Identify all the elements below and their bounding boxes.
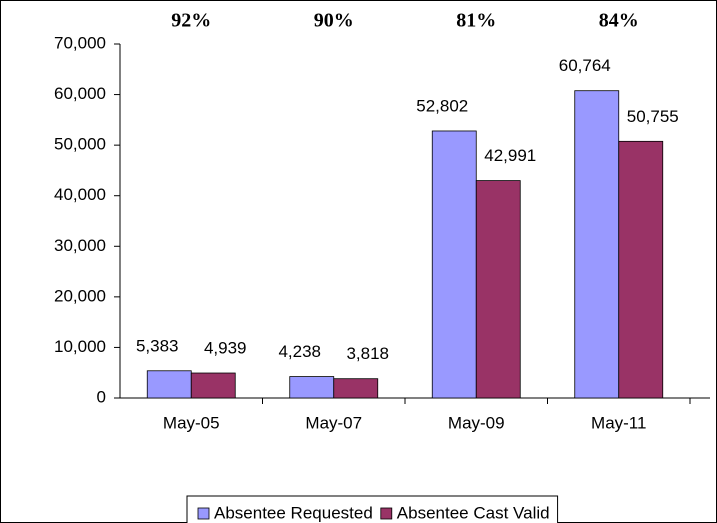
legend-label: Absentee Requested (214, 503, 373, 522)
data-label: 4,939 (204, 339, 247, 358)
x-tick-label: May-09 (448, 413, 505, 432)
bar (574, 90, 620, 399)
data-label: 52,802 (416, 96, 468, 115)
bar (146, 370, 192, 399)
data-label: 3,818 (346, 344, 389, 363)
bar (618, 140, 664, 399)
legend-box (186, 495, 559, 523)
data-label: 50,755 (627, 107, 679, 126)
bar (333, 378, 379, 399)
data-label: 5,383 (136, 336, 179, 355)
data-label: 42,991 (484, 146, 536, 165)
y-tick-label: 10,000 (54, 337, 106, 356)
annotation: 84% (599, 10, 639, 32)
bar (190, 372, 236, 399)
data-label: 60,764 (559, 56, 611, 75)
legend-label: Absentee Cast Valid (397, 503, 550, 522)
y-tick-label: 60,000 (54, 84, 106, 103)
x-tick-label: May-11 (591, 413, 646, 432)
annotation: 90% (314, 10, 354, 32)
annotation: 92% (171, 10, 211, 32)
y-tick-label: 40,000 (54, 185, 106, 204)
bar (431, 130, 477, 399)
y-tick-label: 20,000 (54, 286, 106, 305)
bar (289, 376, 335, 399)
legend-swatch (380, 507, 393, 520)
y-tick-label: 30,000 (54, 236, 106, 255)
y-tick-label: 70,000 (54, 33, 106, 52)
data-label: 4,238 (278, 342, 321, 361)
x-tick-label: May-05 (163, 413, 220, 432)
y-tick-label: 0 (97, 387, 106, 406)
x-tick-label: May-07 (305, 413, 362, 432)
y-tick-label: 50,000 (54, 135, 106, 154)
annotation: 81% (456, 10, 496, 32)
legend-swatch (197, 507, 210, 520)
bar (475, 180, 521, 399)
